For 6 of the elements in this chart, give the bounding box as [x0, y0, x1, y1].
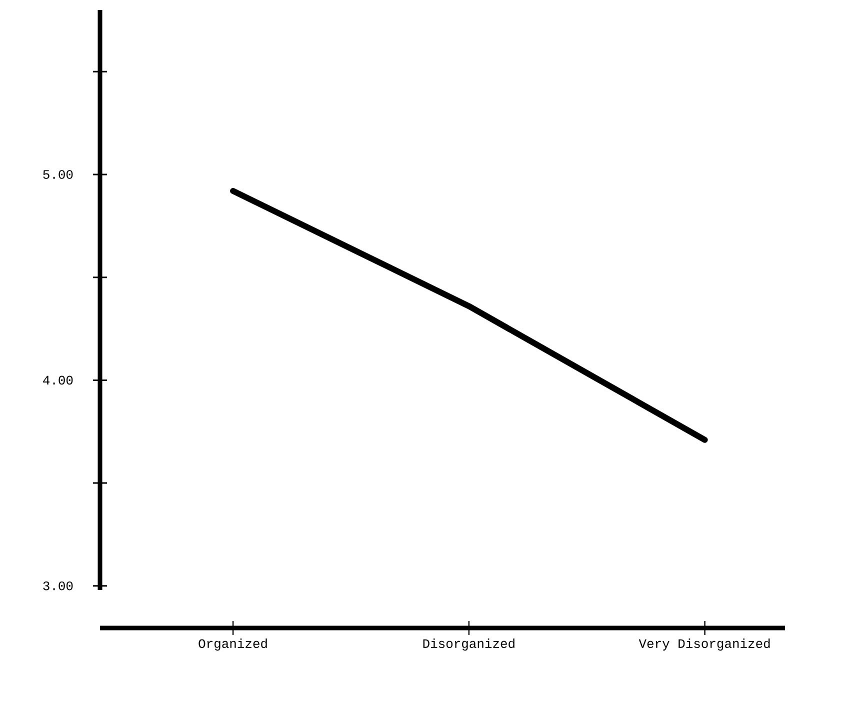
- x-tick-label: Organized: [198, 638, 267, 651]
- y-tick-label: 5.00: [43, 170, 73, 179]
- y-tick-label: 4.00: [43, 376, 73, 385]
- x-tick-label: Very Disorganized: [638, 638, 770, 651]
- y-tick-label: 3.00: [43, 581, 73, 590]
- x-tick-label: Disorganized: [423, 638, 514, 651]
